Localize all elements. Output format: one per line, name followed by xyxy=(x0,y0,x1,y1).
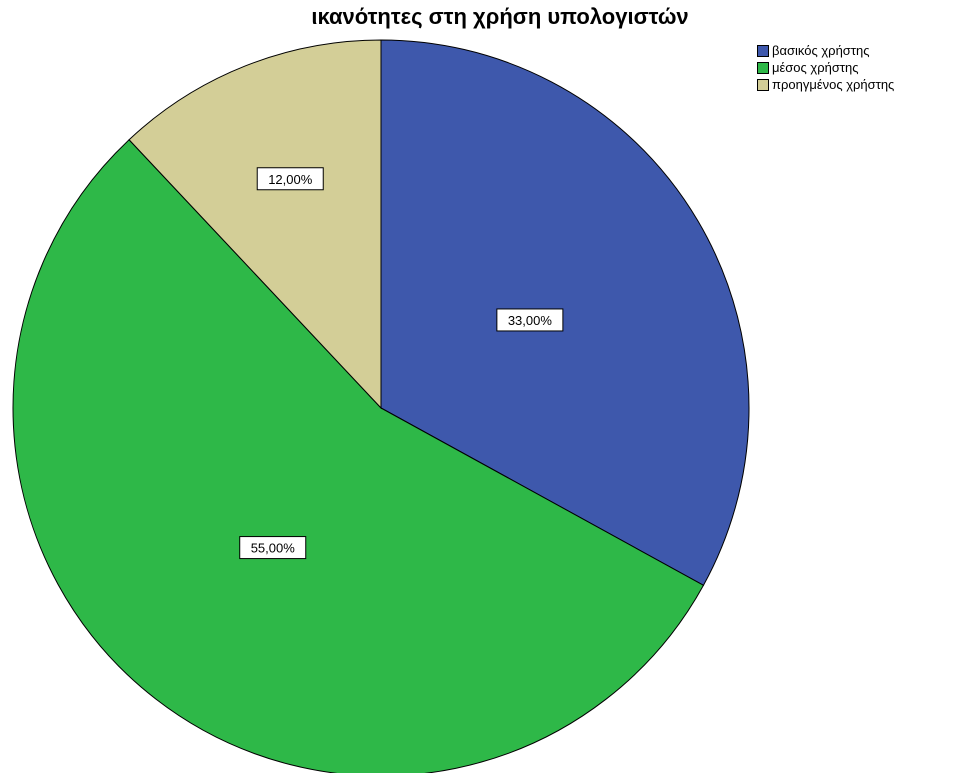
pie-slice-advanced-user xyxy=(128,39,382,410)
svg-text:12,00%: 12,00% xyxy=(268,172,313,187)
legend-swatch-basic-user xyxy=(757,44,769,57)
legend-swatch-intermediate-user xyxy=(757,61,769,74)
legend: βασικός χρήστης μέσος χρήστης προηγμένος… xyxy=(757,42,894,93)
legend-item-intermediate-user: μέσος χρήστης xyxy=(757,59,894,76)
data-label-basic-user: 33,00% xyxy=(496,308,564,332)
pie-slice-basic-user xyxy=(380,39,750,586)
pie-slice-intermediate-user xyxy=(12,139,705,773)
legend-label-basic-user: βασικός χρήστης xyxy=(772,43,870,58)
legend-label-advanced-user: προηγμένος χρήστης xyxy=(772,77,895,92)
legend-swatch-advanced-user xyxy=(757,78,769,91)
legend-item-advanced-user: προηγμένος χρήστης xyxy=(757,76,894,93)
chart-title: ικανότητες στη χρήση υπολογιστών xyxy=(311,4,689,29)
data-label-intermediate-user: 55,00% xyxy=(239,536,307,560)
data-label-advanced-user: 12,00% xyxy=(256,167,324,191)
svg-text:55,00%: 55,00% xyxy=(251,541,296,556)
legend-item-basic-user: βασικός χρήστης xyxy=(757,42,894,59)
svg-text:33,00%: 33,00% xyxy=(508,313,553,328)
legend-label-intermediate-user: μέσος χρήστης xyxy=(772,60,859,75)
